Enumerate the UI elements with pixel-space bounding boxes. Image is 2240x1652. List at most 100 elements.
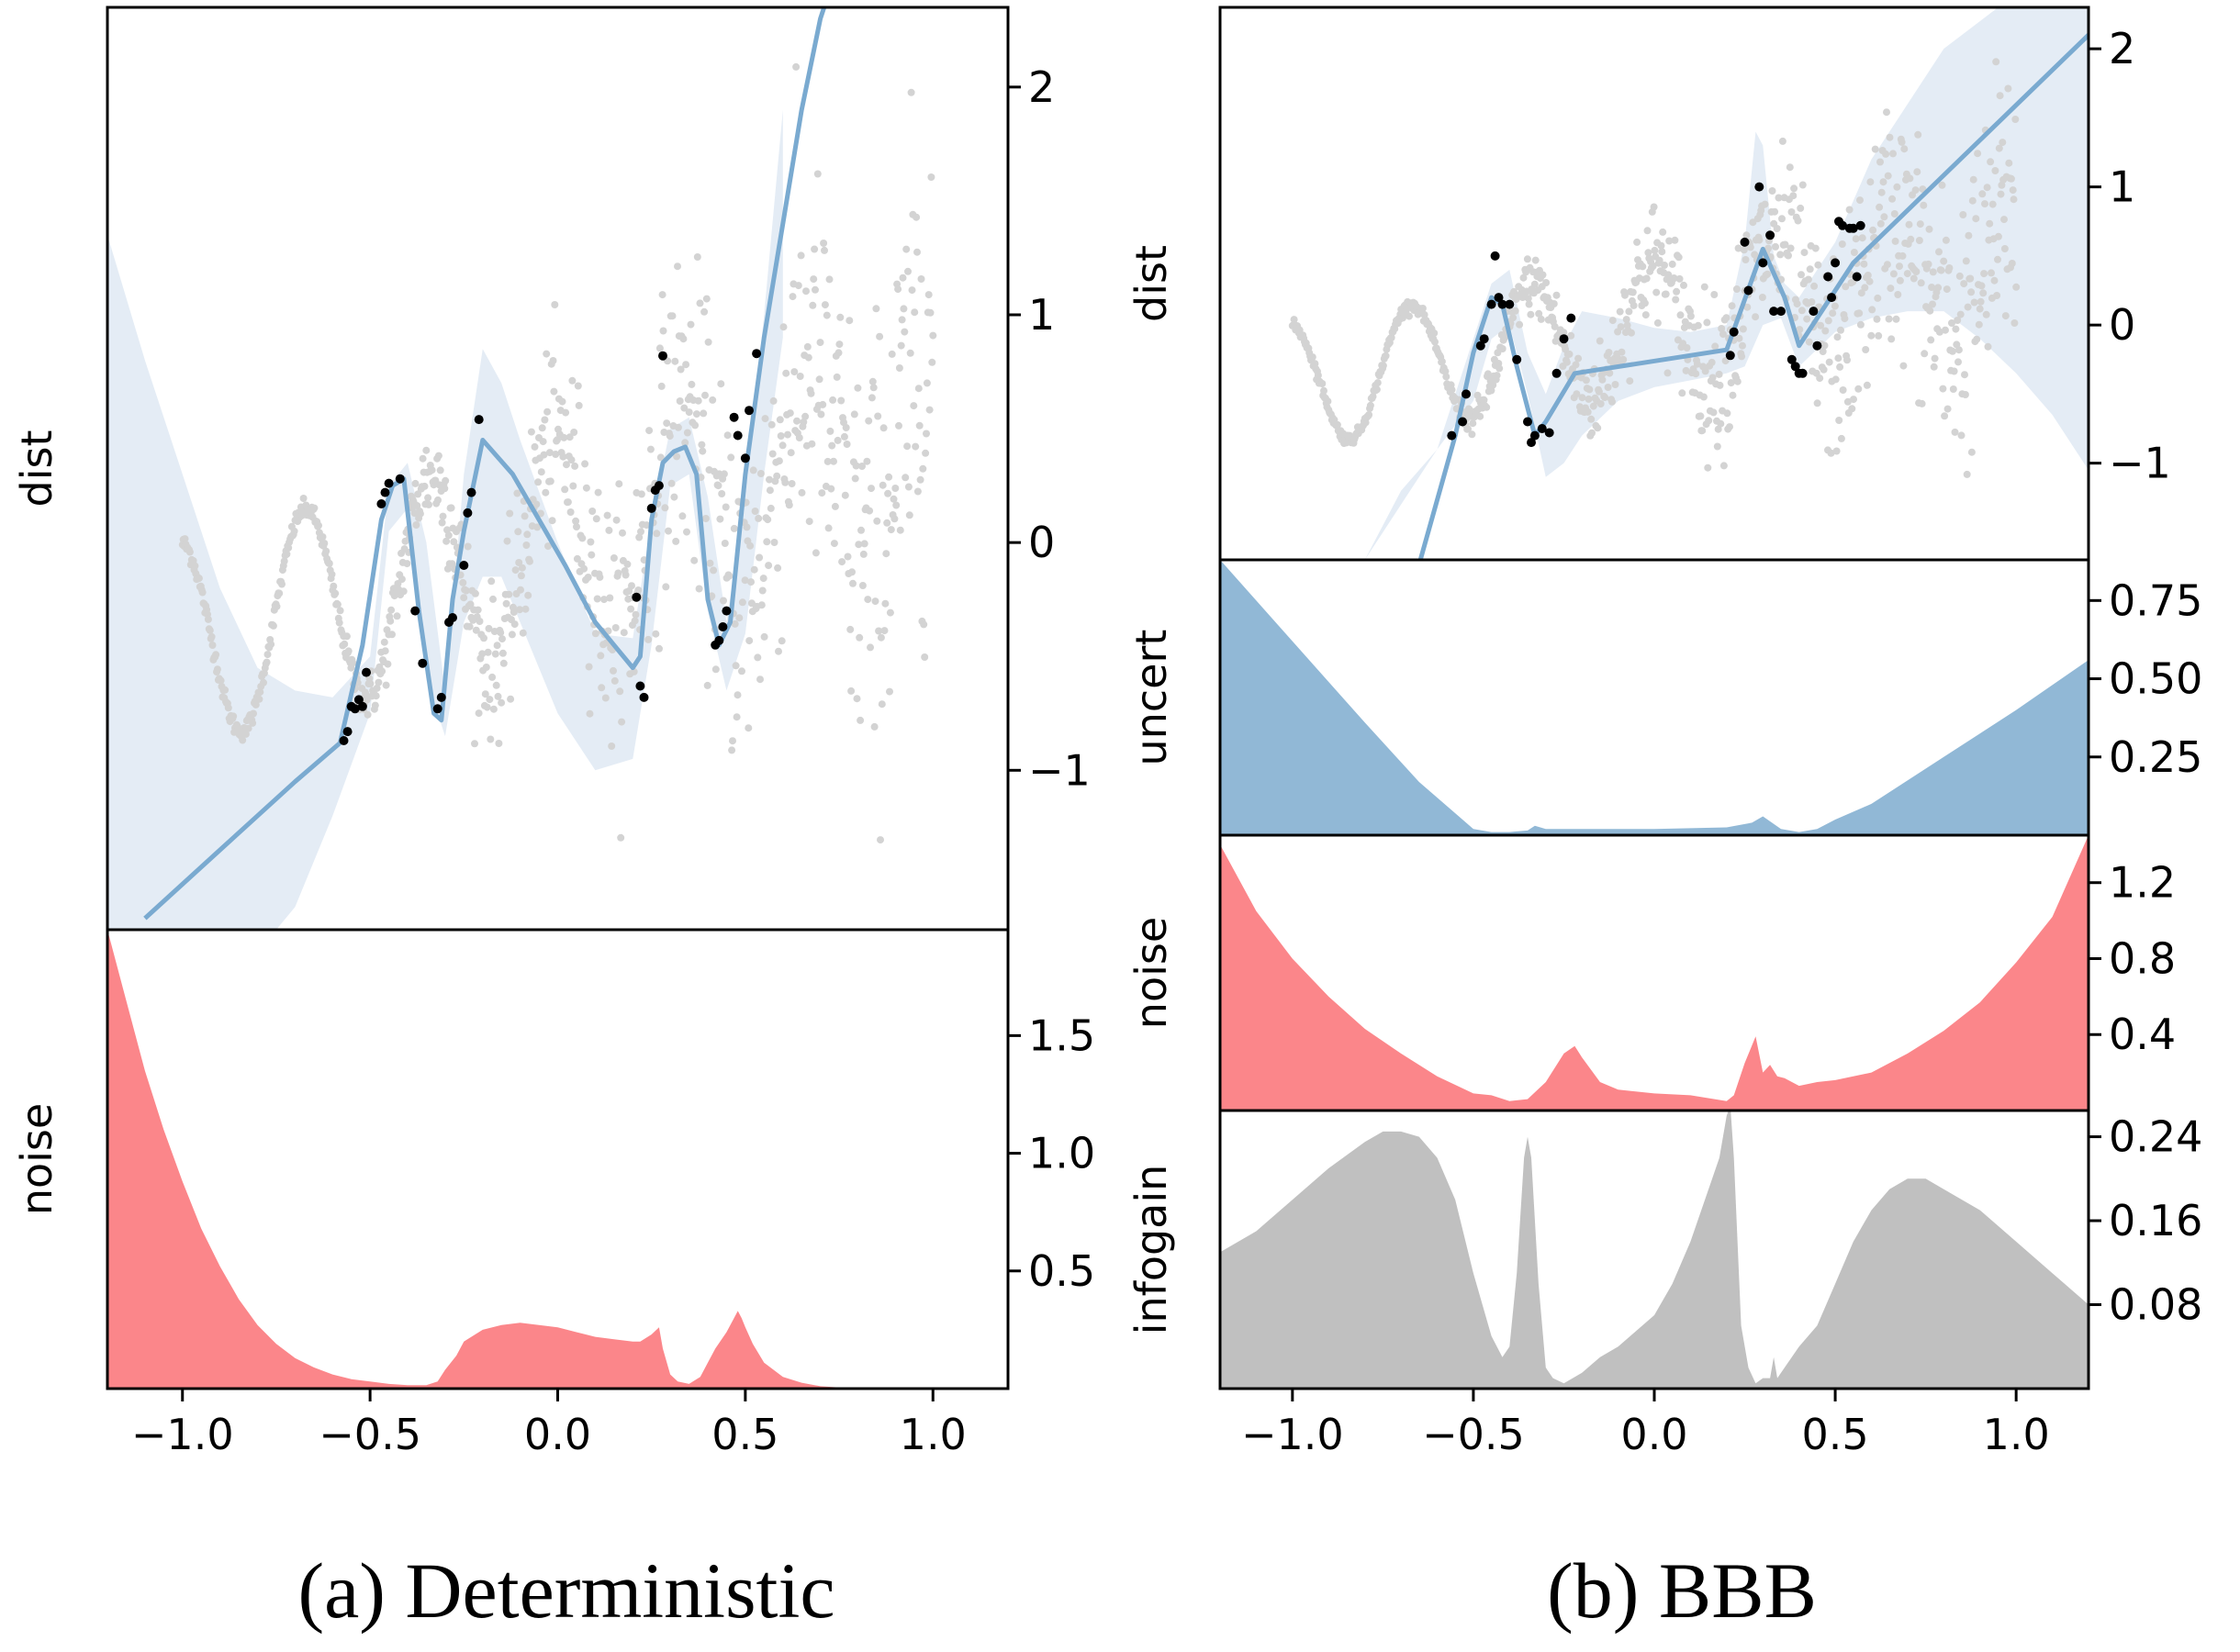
context-point bbox=[1626, 377, 1634, 385]
context-point bbox=[447, 504, 455, 512]
context-point bbox=[596, 573, 604, 581]
context-point bbox=[1999, 139, 2007, 147]
context-point bbox=[1692, 370, 1700, 378]
context-point bbox=[758, 586, 767, 595]
context-point bbox=[743, 523, 751, 531]
context-point bbox=[521, 512, 529, 520]
context-point bbox=[1565, 350, 1574, 358]
context-point bbox=[1876, 203, 1884, 211]
context-point bbox=[526, 557, 533, 565]
context-point bbox=[552, 451, 560, 458]
context-point bbox=[1476, 412, 1484, 420]
xtick-label: 0.5 bbox=[1802, 1410, 1869, 1459]
bbb-noise-ylabel: noise bbox=[1126, 917, 1176, 1029]
context-point bbox=[685, 408, 693, 417]
context-point bbox=[701, 515, 710, 522]
context-point bbox=[546, 477, 554, 486]
context-point bbox=[688, 380, 696, 388]
train-point bbox=[658, 351, 667, 361]
context-point bbox=[1672, 296, 1680, 304]
context-point bbox=[1697, 412, 1705, 420]
context-point bbox=[837, 396, 846, 405]
context-point bbox=[632, 610, 640, 619]
context-point bbox=[1981, 200, 1988, 208]
context-point bbox=[768, 450, 777, 458]
context-point bbox=[1713, 442, 1721, 451]
train-point bbox=[459, 561, 469, 570]
context-point bbox=[1578, 394, 1586, 402]
context-point bbox=[1905, 220, 1913, 229]
ytick-label: 0.5 bbox=[1028, 1246, 1095, 1296]
ytick-label: 0.50 bbox=[2109, 654, 2202, 704]
context-point bbox=[1885, 315, 1893, 323]
context-point bbox=[875, 627, 883, 635]
context-point bbox=[564, 498, 572, 507]
train-point bbox=[1786, 354, 1797, 364]
context-point bbox=[1734, 244, 1742, 252]
context-point bbox=[1808, 298, 1816, 306]
context-point bbox=[872, 305, 880, 313]
context-point bbox=[1698, 427, 1707, 435]
context-point bbox=[879, 424, 888, 432]
train-point bbox=[1823, 272, 1833, 282]
context-point bbox=[511, 566, 520, 575]
context-point bbox=[794, 282, 802, 290]
context-point bbox=[399, 587, 408, 596]
context-point bbox=[1550, 300, 1558, 307]
context-point bbox=[1525, 300, 1533, 308]
context-point bbox=[388, 631, 396, 639]
context-point bbox=[838, 558, 846, 566]
context-point bbox=[863, 457, 871, 465]
context-point bbox=[714, 482, 722, 490]
context-point bbox=[899, 273, 907, 282]
context-point bbox=[588, 551, 596, 559]
context-point bbox=[1718, 325, 1726, 332]
context-point bbox=[442, 537, 451, 545]
context-point bbox=[1979, 289, 1988, 297]
context-point bbox=[876, 332, 884, 340]
context-point bbox=[790, 368, 799, 376]
context-point bbox=[191, 562, 199, 570]
context-point bbox=[1889, 270, 1898, 278]
context-point bbox=[1733, 377, 1742, 385]
context-point bbox=[804, 353, 812, 362]
context-point bbox=[498, 649, 507, 657]
bbb-infogain-plot-area bbox=[1220, 1111, 2089, 1389]
context-point bbox=[1836, 363, 1844, 371]
context-point bbox=[879, 481, 887, 489]
context-point bbox=[802, 287, 810, 296]
train-point bbox=[1494, 293, 1504, 303]
context-point bbox=[459, 578, 467, 586]
context-point bbox=[1308, 353, 1316, 362]
context-point bbox=[864, 596, 872, 604]
context-point bbox=[747, 578, 755, 586]
train-point bbox=[1812, 340, 1822, 351]
context-point bbox=[1493, 372, 1501, 380]
context-point bbox=[1387, 333, 1395, 341]
context-point bbox=[1839, 386, 1847, 394]
context-point bbox=[1821, 327, 1830, 335]
context-point bbox=[729, 737, 736, 745]
context-point bbox=[1573, 390, 1581, 398]
context-point bbox=[657, 382, 666, 390]
context-point bbox=[260, 678, 267, 686]
context-point bbox=[610, 554, 618, 562]
context-point bbox=[682, 361, 690, 369]
context-point bbox=[1857, 289, 1865, 297]
context-point bbox=[497, 629, 505, 637]
context-point bbox=[702, 295, 711, 303]
context-point bbox=[498, 698, 506, 707]
context-point bbox=[538, 424, 546, 432]
context-point bbox=[1663, 369, 1672, 377]
context-point bbox=[749, 466, 757, 474]
context-point bbox=[1787, 208, 1796, 216]
context-point bbox=[767, 420, 776, 429]
ytick-label: 1 bbox=[2109, 162, 2135, 212]
train-point bbox=[1458, 417, 1468, 427]
context-point bbox=[1722, 314, 1730, 322]
train-point bbox=[1798, 368, 1808, 378]
context-point bbox=[1587, 415, 1596, 423]
context-point bbox=[450, 538, 458, 546]
context-point bbox=[1994, 255, 2001, 263]
context-point bbox=[586, 709, 594, 718]
